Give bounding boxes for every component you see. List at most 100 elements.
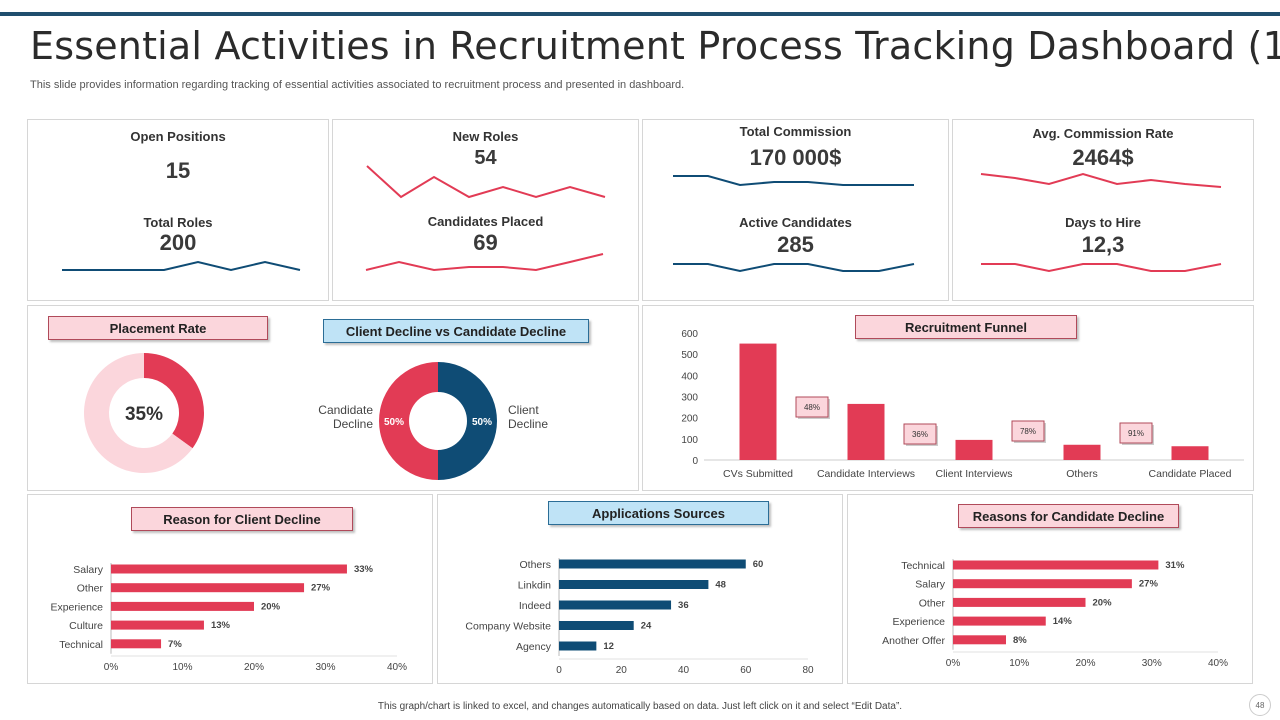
kpi-bottom-value: 12,3 [1081, 232, 1125, 257]
funnel-bar [955, 439, 993, 460]
x-tick-label: 40% [387, 662, 407, 673]
bar [559, 559, 746, 569]
bar [953, 579, 1132, 589]
x-tick-label: 0% [946, 658, 961, 669]
x-tick-label: 20 [616, 665, 628, 676]
kpi-top-label: New Roles [452, 129, 519, 144]
sparkline-line [673, 263, 915, 273]
category-label: Technical [901, 560, 945, 572]
conversion-rate-badge: 36% [903, 423, 938, 446]
bar-value-label: 14% [1053, 616, 1073, 627]
kpi-top-label: Open Positions [130, 129, 226, 144]
category-label: Agency [516, 641, 552, 653]
client-decline-tag: Reason for Client Decline [131, 507, 353, 531]
x-tick-label: CVs Submitted [723, 468, 793, 480]
bar [953, 560, 1159, 570]
bar-value-label: 48 [715, 580, 726, 591]
x-tick-label: 10% [1009, 658, 1029, 669]
bar-value-label: 20% [261, 601, 281, 612]
kpi-panel-3: Total Commission 170 000$ Active Candida… [642, 119, 949, 301]
y-tick-label: 300 [681, 393, 698, 404]
conversion-rate-label: 48% [804, 403, 820, 412]
sparkline-line [366, 165, 606, 199]
recruitment-funnel-tag: Recruitment Funnel [855, 315, 1077, 339]
kpi-sparkline [980, 172, 1222, 273]
bar-value-label: 20% [1093, 597, 1113, 608]
x-tick-label: 80 [802, 665, 814, 676]
candidate-decline-chart: Technical 31% Salary 27% Other 20% Experience 1… [882, 559, 1228, 669]
x-tick-label: 60 [740, 665, 752, 676]
kpi-panel-4: Avg. Commission Rate 2464$ Days to Hire … [952, 119, 1254, 301]
category-label: Other [919, 597, 946, 609]
bar [953, 616, 1046, 626]
kpi-top-label: Total Commission [739, 124, 852, 139]
bar-value-label: 36 [678, 600, 689, 611]
kpi-top-value: 2464$ [1072, 145, 1134, 170]
bar-value-label: 27% [1139, 579, 1159, 590]
donut-slice-candidate-decline [379, 362, 438, 480]
kpi-panel-1: Open Positions 15 Total Roles 200 [27, 119, 329, 301]
kpi-panel-2: New Roles 54 Candidates Placed 69 [332, 119, 639, 301]
page-subtitle: This slide provides information regardin… [30, 79, 685, 91]
conversion-rate-label: 36% [912, 430, 928, 439]
x-tick-label: 40 [678, 665, 690, 676]
bar [111, 639, 162, 649]
kpi-top-label: Avg. Commission Rate [1032, 126, 1174, 141]
kpi-bottom-label: Active Candidates [739, 215, 852, 230]
x-tick-label: 30% [1142, 658, 1162, 669]
category-label: Salary [73, 564, 104, 576]
y-tick-label: 600 [681, 329, 698, 340]
kpi-sparkline [365, 165, 606, 272]
footer-note: This graph/chart is linked to excel, and… [377, 701, 903, 712]
category-label: Salary [915, 579, 946, 591]
placement-rate-donut: 35% [84, 353, 204, 473]
x-tick-label: Candidate Placed [1149, 468, 1232, 480]
category-label: Linkdin [518, 580, 551, 592]
category-label: Company Website [465, 621, 551, 633]
y-tick-label: 100 [681, 435, 698, 446]
category-label: Other [77, 583, 104, 595]
sparkline-line [981, 263, 1222, 273]
bar [559, 641, 597, 651]
bar-value-label: 8% [1013, 635, 1027, 646]
applications-sources-tag: Applications Sources [548, 501, 769, 525]
conversion-rate-badge: 78% [1011, 420, 1046, 443]
kpi-bottom-value: 69 [473, 230, 498, 255]
kpi-bottom-label: Total Roles [143, 215, 213, 230]
category-label: Experience [892, 616, 945, 628]
bar [953, 635, 1006, 645]
bar [111, 564, 347, 574]
funnel-bar [1171, 446, 1209, 460]
placement-rate-center-label: 35% [125, 404, 163, 425]
donut-slice-client-decline [438, 362, 497, 480]
candidate-decline-label: Candidate Decline [318, 403, 373, 431]
bar [559, 600, 672, 610]
conversion-rate-badge: 48% [795, 396, 830, 419]
category-label: Culture [69, 620, 103, 632]
applications-sources-chart: Others 60 Linkdin 48 Indeed 36 Company Website… [465, 558, 814, 676]
bar-value-label: 7% [168, 639, 182, 650]
bar [953, 597, 1086, 607]
x-tick-label: 30% [315, 662, 335, 673]
client-decline-chart: Salary 33% Other 27% Experience 20% Culture 13%… [50, 563, 407, 673]
x-tick-label: 20% [244, 662, 264, 673]
kpi-top-value: 15 [165, 158, 191, 183]
donut-value-label: 50% [384, 417, 404, 428]
kpi-bottom-value: 285 [777, 232, 814, 257]
x-tick-label: Client Interviews [935, 468, 1012, 480]
kpi-top-value: 54 [474, 147, 497, 169]
sparkline-line [62, 260, 301, 272]
category-label: Indeed [519, 600, 551, 612]
candidate-decline-tag: Reasons for Candidate Decline [958, 504, 1179, 528]
sparkline-line [980, 172, 1222, 188]
category-label: Technical [59, 639, 103, 651]
donut-slice-placed [144, 353, 204, 449]
kpi-top-value: 170 000$ [749, 145, 842, 170]
bar [111, 620, 204, 630]
kpi-bottom-label: Candidates Placed [427, 214, 544, 229]
x-tick-label: 20% [1075, 658, 1095, 669]
bar [559, 580, 709, 589]
x-tick-label: 40% [1208, 658, 1228, 669]
bar [111, 601, 254, 611]
conversion-rate-label: 78% [1020, 427, 1036, 436]
